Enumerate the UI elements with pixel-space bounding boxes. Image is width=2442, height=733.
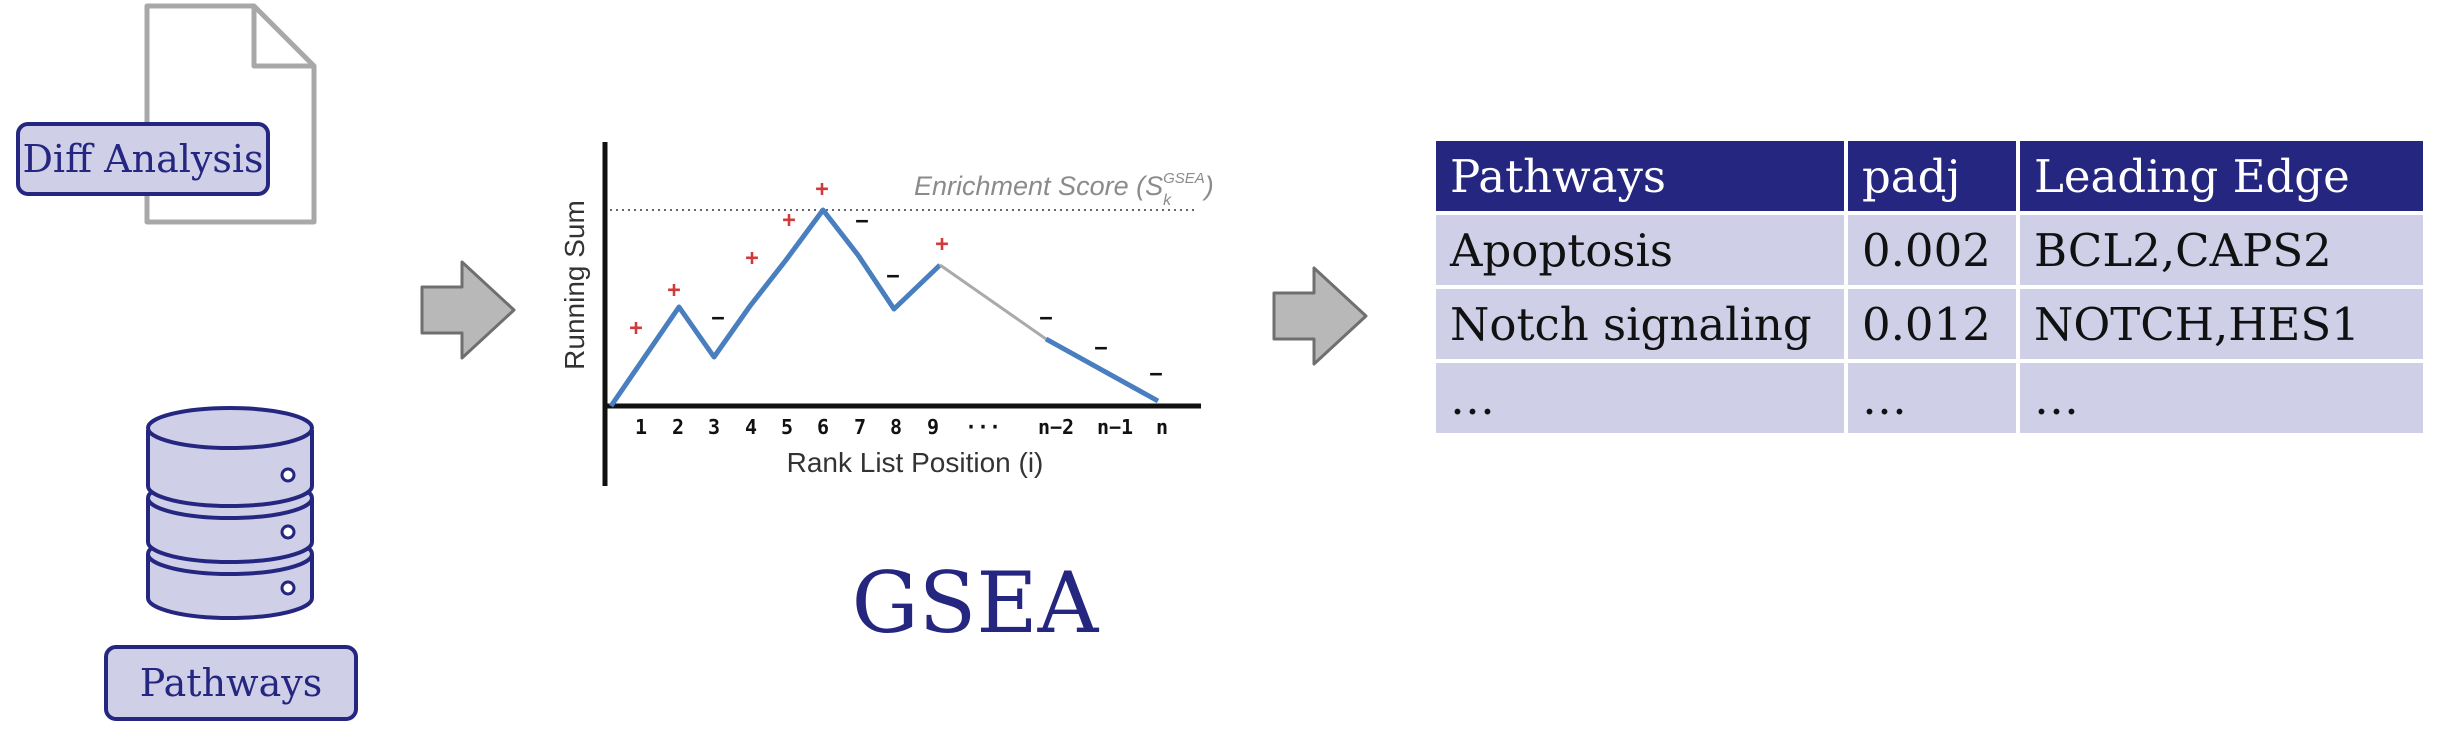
table-cell: BCL2,CAPS2 — [2020, 215, 2423, 285]
x-tick-label: 8 — [890, 415, 902, 439]
sign-mark: − — [1039, 306, 1052, 331]
database-icon — [146, 406, 314, 620]
x-tick-label: 7 — [854, 415, 866, 439]
column-header-padj: padj — [1848, 141, 2016, 211]
x-tick-label: 5 — [781, 415, 793, 439]
sign-mark: − — [1149, 362, 1162, 387]
sign-mark: − — [886, 264, 899, 289]
x-tick-label: n — [1156, 415, 1168, 439]
x-axis-title: Rank List Position (i) — [787, 447, 1044, 478]
table-row: … … … — [1436, 363, 2423, 433]
table-row: Apoptosis 0.002 BCL2,CAPS2 — [1436, 215, 2423, 285]
column-header-pathways: Pathways — [1436, 141, 1844, 211]
x-tick-label: 1 — [635, 415, 647, 439]
enrichment-score-label: Enrichment Score (SkGSEA) — [914, 170, 1214, 209]
y-axis-title: Running Sum — [559, 200, 590, 370]
running-sum-plot: Enrichment Score (SkGSEA) + + − + + + − … — [559, 142, 1214, 486]
x-tick-label: 4 — [745, 415, 757, 439]
pathways-table: Pathways padj Leading Edge Apoptosis 0.0… — [1432, 137, 2427, 437]
sign-mark: − — [711, 306, 724, 331]
running-sum-curve — [608, 207, 942, 408]
table-cell: Notch signaling — [1436, 289, 1844, 359]
table-header-row: Pathways padj Leading Edge — [1436, 141, 2423, 211]
running-sum-gap — [939, 263, 1047, 341]
gsea-title: GSEA — [851, 554, 1099, 652]
table-cell: 0.012 — [1848, 289, 2016, 359]
table-cell: … — [2020, 363, 2423, 433]
x-tick-label: 3 — [708, 415, 720, 439]
sign-mark: − — [1094, 336, 1107, 361]
pathways-label: Pathways — [104, 645, 358, 721]
x-tick-label: 9 — [927, 415, 939, 439]
table-cell: Apoptosis — [1436, 215, 1844, 285]
table-row: Notch signaling 0.012 NOTCH,HES1 — [1436, 289, 2423, 359]
sign-mark: + — [745, 246, 758, 271]
x-tick-label: n−2 — [1038, 415, 1074, 439]
sign-mark: − — [855, 209, 868, 234]
x-tick-label: ··· — [965, 415, 1001, 439]
diff-analysis-label: Diff Analysis — [16, 122, 270, 196]
column-header-leading-edge: Leading Edge — [2020, 141, 2423, 211]
table-cell: … — [1848, 363, 2016, 433]
sign-mark: + — [935, 232, 948, 257]
sign-mark: + — [815, 177, 828, 202]
arrow-right-icon — [420, 260, 516, 360]
sign-mark: + — [629, 316, 642, 341]
x-tick-label: n−1 — [1097, 415, 1133, 439]
x-tick-label: 2 — [672, 415, 684, 439]
sign-mark: + — [667, 278, 680, 303]
arrow-right-icon — [1272, 266, 1368, 366]
running-sum-tail — [1044, 336, 1160, 404]
x-tick-label: 6 — [817, 415, 829, 439]
sign-mark: + — [782, 208, 795, 233]
table-cell: NOTCH,HES1 — [2020, 289, 2423, 359]
table-cell: 0.002 — [1848, 215, 2016, 285]
table-cell: … — [1436, 363, 1844, 433]
